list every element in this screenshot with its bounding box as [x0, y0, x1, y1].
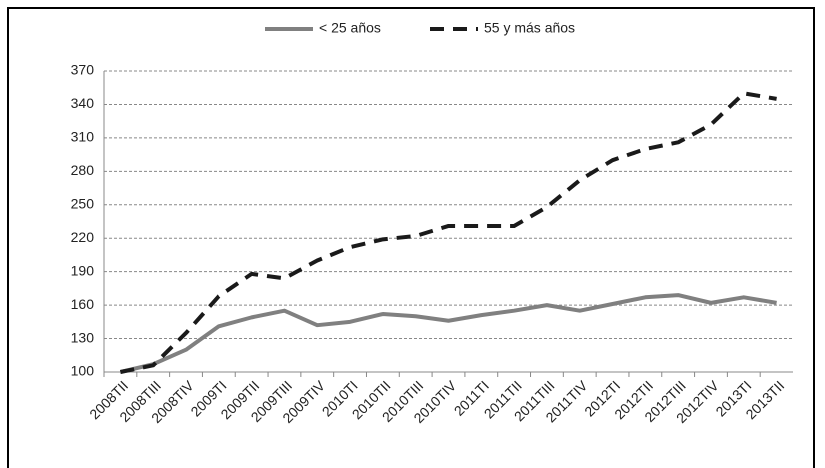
y-tick-label: 340 [71, 95, 95, 111]
y-tick-label: 370 [71, 62, 95, 78]
y-tick-label: 310 [71, 129, 95, 145]
y-tick-label: 100 [71, 363, 95, 379]
y-tick-label: 280 [71, 162, 95, 178]
line-series [119, 293, 777, 374]
legend-label: < 25 años [319, 20, 381, 36]
line-series [120, 91, 777, 374]
y-tick-label: 160 [71, 296, 95, 312]
y-tick-label: 250 [71, 195, 95, 211]
y-tick-label: 190 [71, 262, 95, 278]
y-tick-label: 220 [71, 229, 95, 245]
frame [7, 7, 815, 468]
y-tick-label: 130 [71, 329, 95, 345]
legend-label: 55 y más años [484, 20, 575, 36]
